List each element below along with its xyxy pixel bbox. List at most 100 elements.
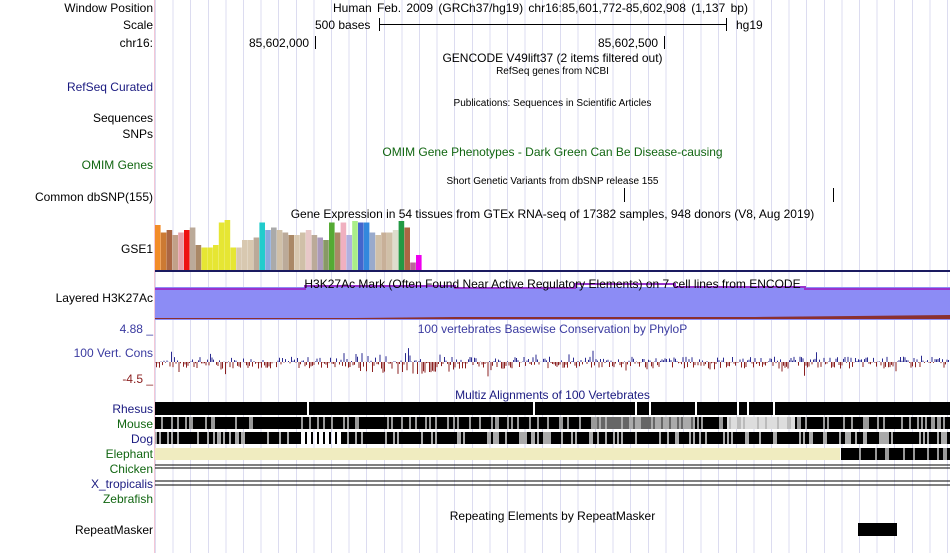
gtex-tissue-bar[interactable] [253, 237, 260, 271]
gtex-tissue-bar[interactable] [352, 221, 358, 270]
alignment-block [733, 432, 735, 444]
gtex-tissue-bar[interactable] [247, 240, 254, 270]
gtex-track-label[interactable]: GSE1 [120, 242, 153, 256]
conservation-track-label[interactable]: 100 Vert. Cons [73, 346, 153, 360]
gtex-tissue-bar[interactable] [213, 245, 219, 270]
h3k27ac-track-title[interactable]: H3K27Ac Mark (Often Found Near Active Re… [304, 277, 801, 291]
gtex-tissue-bar[interactable] [178, 232, 184, 271]
alignment-block [931, 402, 933, 415]
gtex-tissue-bar[interactable] [282, 232, 289, 271]
gtex-tissue-bar[interactable] [410, 262, 416, 271]
conservation-track-title[interactable]: 100 vertebrates Basewise Conservation by… [417, 322, 688, 336]
sequences-track-label[interactable]: Sequences [92, 111, 153, 125]
gtex-tissue-bar[interactable] [294, 235, 300, 270]
gtex-tissue-bar[interactable] [363, 222, 370, 271]
gtex-tissue-bar[interactable] [334, 232, 341, 271]
gencode-track-title[interactable]: GENCODE V49lift37 (2 items filtered out) [442, 51, 663, 65]
alignment-block [337, 417, 339, 429]
gtex-track-title[interactable]: Gene Expression in 54 tissues from GTEx … [290, 207, 815, 221]
publications-track-title[interactable]: Publications: Sequences in Scientific Ar… [453, 98, 652, 109]
gtex-tissue-bar[interactable] [195, 245, 202, 270]
gtex-tissue-bar[interactable] [189, 227, 196, 271]
multiz-species-xtropicalis[interactable]: X_tropicalis [90, 477, 153, 491]
gtex-tissue-bar[interactable] [230, 247, 236, 271]
alignment-block [885, 432, 887, 444]
alignment-block [853, 448, 855, 460]
gtex-tissue-bar[interactable] [288, 235, 294, 270]
gtex-tissue-bar[interactable] [224, 220, 231, 270]
refseq-track-title[interactable]: RefSeq genes from NCBI [496, 66, 609, 77]
alignment-block [707, 402, 709, 415]
gtex-tissue-bar[interactable] [172, 235, 178, 270]
multiz-species-mouse[interactable]: Mouse [116, 417, 153, 431]
conservation-signal[interactable] [155, 335, 950, 387]
h3k27ac-signal[interactable] [155, 275, 950, 321]
multiz-species-dog[interactable]: Dog [130, 432, 153, 446]
multiz-species-zebrafish[interactable]: Zebrafish [102, 492, 153, 506]
alignment-block [525, 417, 527, 429]
alignment-block [413, 417, 415, 429]
gtex-bar-chart[interactable] [155, 220, 535, 272]
refseq-track-label[interactable]: RefSeq Curated [66, 80, 153, 94]
alignment-block [377, 402, 379, 415]
multiz-track-title[interactable]: Multiz Alignments of 100 Vertebrates [455, 388, 650, 402]
multiz-species-chicken[interactable]: Chicken [109, 462, 153, 476]
gtex-tissue-bar[interactable] [311, 235, 318, 270]
alignment-block [733, 402, 735, 415]
gtex-tissue-bar[interactable] [305, 230, 312, 270]
omim-track-title[interactable]: OMIM Gene Phenotypes - Dark Green Can Be… [382, 145, 723, 159]
alignment-block [683, 417, 685, 429]
alignment-block [293, 402, 295, 415]
alignment-block [433, 417, 435, 429]
repeatmasker-track-label[interactable]: RepeatMasker [74, 523, 153, 537]
gtex-tissue-bar[interactable] [375, 235, 381, 270]
gtex-tissue-bar[interactable] [218, 222, 225, 271]
gtex-tissue-bar[interactable] [300, 232, 306, 271]
dbsnp-track-label[interactable]: Common dbSNP(155) [34, 190, 153, 204]
alignment-block [859, 432, 861, 444]
gtex-tissue-bar[interactable] [323, 240, 329, 270]
alignment-block [761, 402, 763, 415]
alignment-block [593, 417, 595, 429]
gtex-tissue-bar[interactable] [155, 225, 161, 270]
gtex-tissue-bar[interactable] [236, 247, 242, 271]
gtex-tissue-bar[interactable] [265, 230, 271, 270]
alignment-block [803, 432, 805, 444]
gtex-tissue-bar[interactable] [166, 230, 173, 270]
omim-track-label[interactable]: OMIM Genes [81, 158, 153, 172]
h3k27ac-track-label[interactable]: Layered H3K27Ac [55, 291, 153, 305]
gtex-tissue-bar[interactable] [271, 227, 277, 271]
gtex-tissue-bar[interactable] [404, 227, 410, 271]
alignment-block [341, 417, 343, 429]
gtex-tissue-bar[interactable] [340, 222, 347, 271]
multiz-alignment[interactable] [155, 402, 950, 492]
dbsnp-variant[interactable] [624, 188, 625, 202]
gtex-tissue-bar[interactable] [329, 222, 335, 271]
snps-track-label[interactable]: SNPs [122, 127, 153, 141]
gtex-tissue-bar[interactable] [346, 235, 352, 270]
gtex-tissue-bar[interactable] [392, 230, 399, 270]
repeatmasker-track-title[interactable]: Repeating Elements by RepeatMasker [449, 509, 656, 523]
gtex-tissue-bar[interactable] [242, 240, 248, 270]
gtex-tissue-bar[interactable] [184, 230, 190, 270]
gtex-tissue-bar[interactable] [276, 230, 283, 270]
alignment-block [349, 402, 351, 415]
repeatmasker-element[interactable] [858, 523, 897, 536]
gtex-tissue-bar[interactable] [358, 222, 364, 271]
multiz-species-rhesus[interactable]: Rhesus [112, 402, 153, 416]
alignment-block [221, 417, 223, 429]
multiz-species-elephant[interactable]: Elephant [105, 447, 153, 461]
gtex-tissue-bar[interactable] [201, 247, 207, 271]
gtex-tissue-bar[interactable] [317, 237, 323, 271]
gtex-tissue-bar[interactable] [387, 232, 393, 271]
gtex-tissue-bar[interactable] [398, 221, 405, 270]
gtex-tissue-bar[interactable] [259, 222, 265, 271]
dbsnp-variant[interactable] [833, 188, 834, 202]
gtex-tissue-bar[interactable] [381, 232, 387, 271]
gtex-tissue-bar[interactable] [416, 255, 422, 270]
alignment-block [577, 417, 579, 429]
dbsnp-track-title[interactable]: Short Genetic Variants from dbSNP releas… [446, 176, 659, 187]
gtex-tissue-bar[interactable] [369, 232, 376, 271]
gtex-tissue-bar[interactable] [207, 247, 213, 271]
gtex-tissue-bar[interactable] [160, 232, 167, 271]
